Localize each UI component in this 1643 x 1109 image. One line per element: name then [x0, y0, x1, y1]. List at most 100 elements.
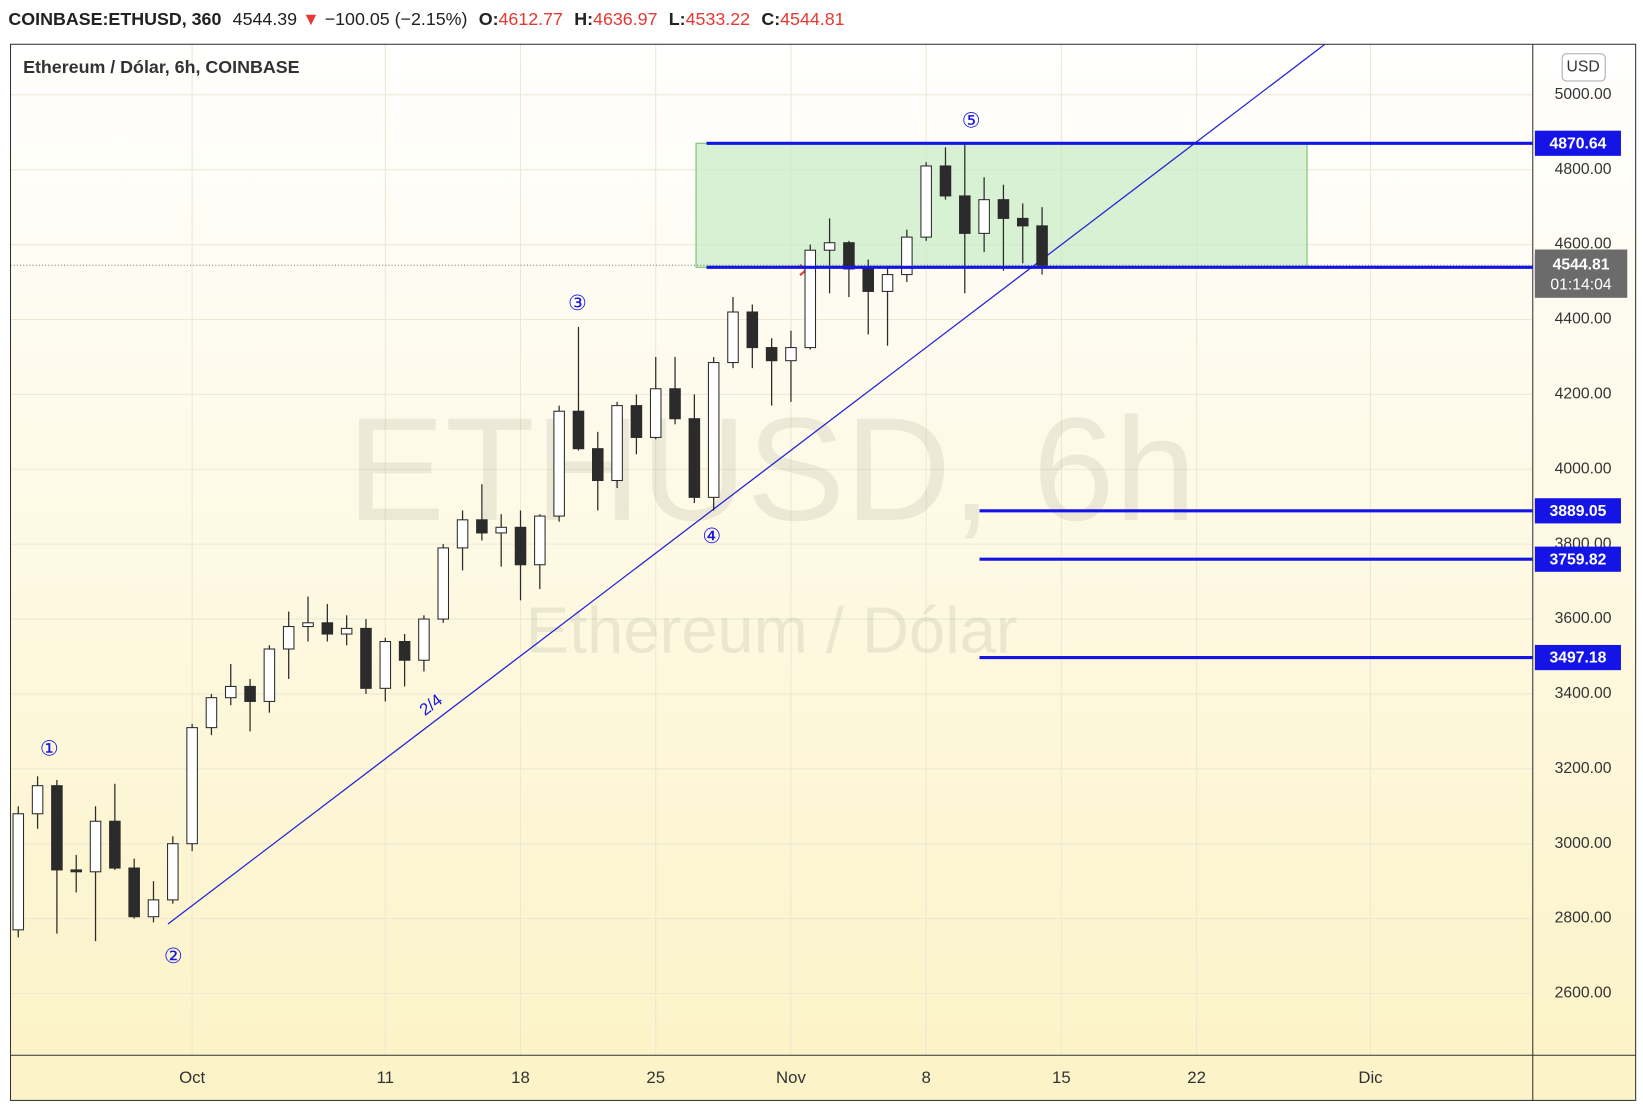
candle-body — [939, 165, 952, 197]
candle-body — [920, 165, 932, 238]
x-tick-label: Dic — [1358, 1068, 1382, 1087]
y-tick-label: 4000.00 — [1555, 460, 1612, 477]
candle-body — [997, 199, 1010, 219]
symbol: COINBASE:ETHUSD, 360 — [8, 9, 221, 29]
candle-body — [476, 519, 488, 534]
ohlc-label: H: — [574, 9, 593, 29]
last-price-label: 4544.81 — [1553, 256, 1610, 273]
frame — [9, 43, 1637, 1101]
level-label-box — [1534, 498, 1621, 524]
ohlc-value: 4533.22 — [686, 9, 751, 29]
candle-body — [495, 526, 507, 534]
watermark-name: Ethereum / Dólar — [526, 594, 1018, 667]
y-tick-label: 4800.00 — [1555, 161, 1612, 178]
candle-body — [128, 867, 140, 918]
candle-body — [456, 519, 469, 549]
watermark: ETHUSD, 6h Ethereum / Dólar — [347, 388, 1196, 667]
candle-body — [649, 388, 662, 438]
candle-body — [514, 526, 527, 566]
candle-body — [534, 515, 546, 566]
candle-body — [186, 727, 198, 845]
candle-body — [959, 195, 971, 234]
candle-body — [147, 899, 160, 918]
y-tick-label: 3200.00 — [1555, 760, 1612, 777]
candle-body — [89, 820, 102, 873]
candle-body — [205, 697, 218, 729]
y-tick-label: 3400.00 — [1555, 685, 1612, 702]
y-tick-label: 4600.00 — [1555, 236, 1612, 253]
x-tick-label: Nov — [776, 1068, 806, 1087]
level-label-box — [1534, 644, 1621, 671]
ohlc-value: 4612.77 — [499, 9, 564, 29]
candle-body — [282, 626, 295, 650]
candle-body — [109, 820, 121, 869]
wave-label: ④ — [702, 525, 721, 548]
y-tick-label: 2800.00 — [1555, 910, 1612, 927]
candle-body — [167, 843, 179, 901]
y-tick-label: 4400.00 — [1555, 311, 1612, 328]
candle-body — [360, 627, 372, 689]
countdown: 01:14:04 — [1550, 276, 1611, 293]
level-label-box — [1534, 130, 1621, 156]
currency-box — [1561, 53, 1606, 82]
candle-body — [51, 785, 63, 871]
down-arrow: ▼ — [302, 9, 320, 29]
y-tick-label: 4200.00 — [1555, 386, 1612, 403]
x-tick-label: 15 — [1052, 1068, 1071, 1087]
candle-body — [31, 785, 44, 815]
candle-body — [707, 362, 720, 498]
candle-body — [843, 242, 855, 270]
candle-body — [727, 311, 739, 364]
currency: USD — [1567, 59, 1600, 76]
candle-body — [881, 274, 894, 292]
candle-body — [12, 813, 25, 931]
candle-body — [553, 410, 565, 517]
candle-body — [823, 242, 836, 251]
ohlc-value: 4544.81 — [780, 9, 845, 29]
candle-body — [862, 268, 874, 292]
candle-body — [901, 236, 913, 276]
y-tick-label: 3000.00 — [1555, 835, 1612, 852]
candle-body — [1036, 225, 1048, 266]
time-axis-background — [10, 1055, 1636, 1101]
x-tick-label: 8 — [921, 1068, 930, 1087]
candle-body — [244, 685, 256, 702]
wave-label: ② — [164, 945, 183, 968]
y-tick-label: 3600.00 — [1555, 610, 1612, 627]
last: 4544.39 — [233, 9, 298, 29]
ohlc-value: 4636.97 — [593, 9, 658, 29]
candle-body — [978, 199, 990, 234]
level-label: 3759.82 — [1549, 551, 1606, 568]
candle-body — [630, 405, 643, 438]
candle-body — [688, 418, 701, 498]
wave-label: ⑤ — [962, 110, 981, 133]
x-tick-label: 22 — [1187, 1068, 1206, 1087]
candle-body — [340, 627, 353, 635]
ohlc-label: L: — [669, 9, 686, 29]
level-label-box — [1534, 546, 1621, 572]
level-label: 3889.05 — [1549, 503, 1606, 520]
last-price-box — [1534, 249, 1628, 298]
candle-body — [669, 388, 681, 420]
level-label: 3497.18 — [1549, 650, 1606, 667]
candle-body — [70, 869, 82, 873]
x-tick-label: Oct — [179, 1068, 205, 1087]
candle-body — [765, 347, 778, 362]
candle-body — [1016, 217, 1029, 227]
candle-body — [804, 249, 817, 349]
candle-body — [592, 448, 604, 482]
wave-label: ③ — [568, 292, 587, 315]
candle-body — [437, 547, 450, 620]
candle-body — [746, 311, 759, 349]
ohlc-label: O: — [479, 9, 499, 29]
x-tick-label: 18 — [511, 1068, 530, 1087]
candle-body — [611, 405, 623, 482]
candle-body — [379, 640, 392, 689]
candle-body — [321, 622, 334, 635]
trend-line — [167, 43, 1326, 925]
header: COINBASE:ETHUSD, 360 4544.39 ▼ −100.05 (… — [8, 9, 844, 29]
candle-body — [302, 622, 314, 628]
candle-body — [263, 648, 276, 702]
x-tick-label: 25 — [646, 1068, 665, 1087]
